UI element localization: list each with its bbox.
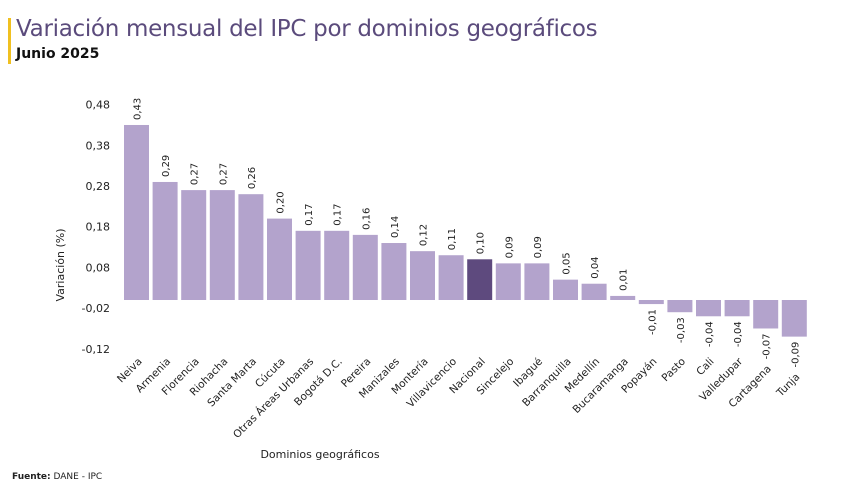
chart-title: Variación mensual del IPC por dominios g… xyxy=(16,16,598,42)
data-label: 0,17 xyxy=(304,204,315,226)
data-label: 0,04 xyxy=(590,256,601,278)
bar-tunja xyxy=(781,300,807,337)
y-tick-label: 0,08 xyxy=(86,261,111,274)
data-label: 0,27 xyxy=(218,163,229,185)
bar-bucaramanga xyxy=(610,295,636,300)
x-tick-label: Cali xyxy=(694,356,716,378)
y-tick-label: 0,38 xyxy=(86,139,111,152)
bar-popay-n xyxy=(638,300,664,305)
bar-medell-n xyxy=(581,283,607,300)
y-tick-label: 0,28 xyxy=(86,180,111,193)
bar-c-cuta xyxy=(267,218,292,300)
data-label: 0,12 xyxy=(419,224,430,246)
bar-nacional xyxy=(467,259,493,300)
data-label: -0,09 xyxy=(790,342,801,368)
data-label: 0,20 xyxy=(276,191,287,213)
source-value: DANE - IPC xyxy=(53,472,103,482)
data-label: 0,14 xyxy=(390,216,401,238)
data-label: -0,03 xyxy=(676,317,687,343)
y-tick-label: -0,12 xyxy=(82,343,110,356)
data-label: 0,17 xyxy=(333,204,344,226)
bar-monter-a xyxy=(410,251,435,300)
y-axis-label: Variación (%) xyxy=(54,228,67,301)
bar-pasto xyxy=(667,300,693,313)
bar-armenia xyxy=(152,181,178,300)
bar-sincelejo xyxy=(495,263,521,300)
data-label: 0,09 xyxy=(504,236,515,258)
bar-valledupar xyxy=(724,300,750,317)
source-note: Fuente: DANE - IPC xyxy=(12,472,102,482)
chart-subtitle: Junio 2025 xyxy=(16,46,100,62)
bar-manizales xyxy=(381,243,407,300)
bar-otras-reas-urbanas xyxy=(295,230,321,300)
data-label: -0,01 xyxy=(647,309,658,335)
y-tick-label: -0,02 xyxy=(82,302,110,315)
bar-cali xyxy=(696,300,721,317)
bar-ibagu- xyxy=(524,263,550,300)
data-label: 0,11 xyxy=(447,228,458,250)
data-label: -0,04 xyxy=(733,321,744,347)
bar-villavicencio xyxy=(438,255,464,300)
bar-pereira xyxy=(352,234,378,300)
bar-bogot-d-c- xyxy=(324,230,350,300)
data-label: 0,29 xyxy=(161,155,172,177)
bar-santa-marta xyxy=(238,194,264,300)
data-label: 0,27 xyxy=(190,163,201,185)
source-label: Fuente: xyxy=(12,472,51,482)
data-label: -0,07 xyxy=(762,333,773,359)
bar-florencia xyxy=(181,190,207,300)
bar-riohacha xyxy=(209,190,235,300)
bar-neiva xyxy=(124,124,149,301)
data-label: 0,16 xyxy=(361,208,372,230)
data-label: -0,04 xyxy=(705,321,716,347)
data-label: 0,43 xyxy=(133,98,144,120)
data-label: 0,01 xyxy=(619,269,630,291)
y-tick-label: 0,48 xyxy=(86,99,111,112)
data-label: 0,09 xyxy=(533,236,544,258)
bar-barranquilla xyxy=(553,279,578,300)
data-label: 0,26 xyxy=(247,167,258,189)
y-tick-label: 0,18 xyxy=(86,221,111,234)
data-label: 0,10 xyxy=(476,232,487,254)
x-tick-label: Pasto xyxy=(660,356,689,385)
accent-bar xyxy=(8,18,11,64)
x-axis-label: Dominios geográficos xyxy=(260,448,379,461)
data-label: 0,05 xyxy=(562,252,573,274)
bar-cartagena xyxy=(753,300,779,329)
x-tick-label: Tunja xyxy=(774,371,803,400)
